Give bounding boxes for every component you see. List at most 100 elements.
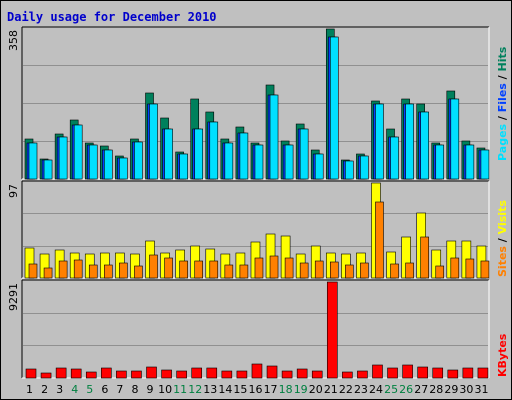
x-tick-label: 12 <box>188 383 202 396</box>
pages-bar <box>209 121 219 180</box>
pages-bar <box>119 157 128 180</box>
x-tick-label: 19 <box>294 383 308 396</box>
kbytes-bar <box>85 371 97 379</box>
kbytes-bar <box>281 370 293 379</box>
sites-bar <box>299 262 309 279</box>
sites-bar <box>179 260 188 279</box>
pages-bar <box>239 132 249 180</box>
sites-bar <box>450 257 460 279</box>
kbytes-bar <box>161 369 172 379</box>
kbytes-bar <box>432 367 444 379</box>
x-tick-label: 21 <box>324 383 338 396</box>
pages-bar <box>299 128 309 180</box>
sites-bar <box>480 260 490 279</box>
sites-bar <box>329 261 339 279</box>
x-tick-label: 26 <box>399 383 413 396</box>
kbytes-bar <box>101 367 112 379</box>
pages-bar <box>58 136 68 180</box>
pages-bar <box>43 159 53 180</box>
kbytes-bar <box>417 366 428 379</box>
sites-bar <box>465 258 475 279</box>
kbytes-bar <box>191 367 203 379</box>
pages-bar <box>375 103 384 180</box>
x-tick-label: 23 <box>354 383 368 396</box>
sites-bar <box>58 260 68 279</box>
pages-bar <box>179 153 188 180</box>
pages-bar <box>134 141 143 180</box>
pages-bar <box>390 136 399 180</box>
x-tick-label: 16 <box>249 383 263 396</box>
sites-bar <box>314 260 324 279</box>
sites-bar <box>209 260 219 279</box>
kbytes-bar <box>131 370 142 379</box>
sites-bar <box>269 255 279 279</box>
sites-bar <box>28 263 38 279</box>
sites-bar <box>73 259 83 279</box>
x-tick-label: 10 <box>158 383 172 396</box>
sites-bar <box>43 267 53 279</box>
x-tick-label: 17 <box>264 383 278 396</box>
x-tick-label: 9 <box>147 383 154 396</box>
sites-bar <box>224 264 234 279</box>
kbytes-panel-bg <box>22 280 489 378</box>
x-tick-label: 29 <box>444 383 458 396</box>
x-tick-label: 1 <box>26 383 33 396</box>
x-tick-label: 14 <box>218 383 232 396</box>
x-tick-label: 5 <box>86 383 93 396</box>
pages-bar <box>405 103 414 180</box>
sites-bar <box>254 257 264 279</box>
pages-bar <box>360 155 369 180</box>
x-tick-label: 3 <box>56 383 63 396</box>
pages-bar <box>480 149 490 180</box>
x-tick-label: 15 <box>233 383 247 396</box>
x-tick-label: 4 <box>71 383 78 396</box>
sites-bar <box>375 201 384 279</box>
sites-bar <box>164 257 173 279</box>
kbytes-bar <box>372 364 383 379</box>
legend-middle-visits-label: Visits <box>496 200 509 235</box>
legend-middle-sites-label: Sites <box>496 246 509 277</box>
kbytes-bar <box>311 370 323 379</box>
pages-bar <box>329 36 339 180</box>
pages-bar <box>314 153 324 180</box>
legend-middle: Sites / Visits <box>496 200 509 277</box>
pages-bar <box>164 128 173 180</box>
pages-bar <box>149 103 158 180</box>
x-tick-label: 31 <box>474 383 488 396</box>
kbytes-bar <box>447 369 459 379</box>
x-tick-label: 11 <box>173 383 187 396</box>
kbytes-bar <box>342 371 353 379</box>
kbytes-panel-ymax-label: 9291 <box>7 283 20 311</box>
sites-bar <box>119 262 128 279</box>
pages-bar <box>88 144 98 180</box>
x-tick-label: 2 <box>41 383 48 396</box>
legend-top: Pages / Files / Hits <box>496 46 509 161</box>
legend-bottom: KBytes <box>496 333 509 377</box>
hits-panel-ymax-label: 358 <box>7 30 20 51</box>
kbytes-bar <box>357 370 368 379</box>
kbytes-bar <box>296 368 308 379</box>
x-tick-label: 22 <box>339 383 353 396</box>
kbytes-bar <box>116 370 127 379</box>
kbytes-bar <box>206 367 218 379</box>
x-tick-label: 20 <box>309 383 323 396</box>
pages-bar <box>450 98 460 180</box>
kbytes-bar <box>25 368 37 379</box>
pages-bar <box>194 128 204 180</box>
pages-bar <box>73 124 83 180</box>
legend-top-pages-label: Pages <box>496 123 509 161</box>
x-tick-label: 24 <box>369 383 383 396</box>
sites-bar <box>360 262 369 279</box>
x-tick-label: 13 <box>203 383 217 396</box>
kbytes-bar <box>477 367 489 379</box>
sites-bar <box>194 260 204 279</box>
sites-bar <box>405 262 414 279</box>
kbytes-bar <box>326 281 338 379</box>
kbytes-bar <box>221 370 233 379</box>
kbytes-bar <box>55 367 67 379</box>
kbytes-bar <box>236 370 248 379</box>
x-tick-label: 6 <box>101 383 108 396</box>
sites-bar <box>284 257 294 279</box>
x-tick-label: 8 <box>131 383 138 396</box>
